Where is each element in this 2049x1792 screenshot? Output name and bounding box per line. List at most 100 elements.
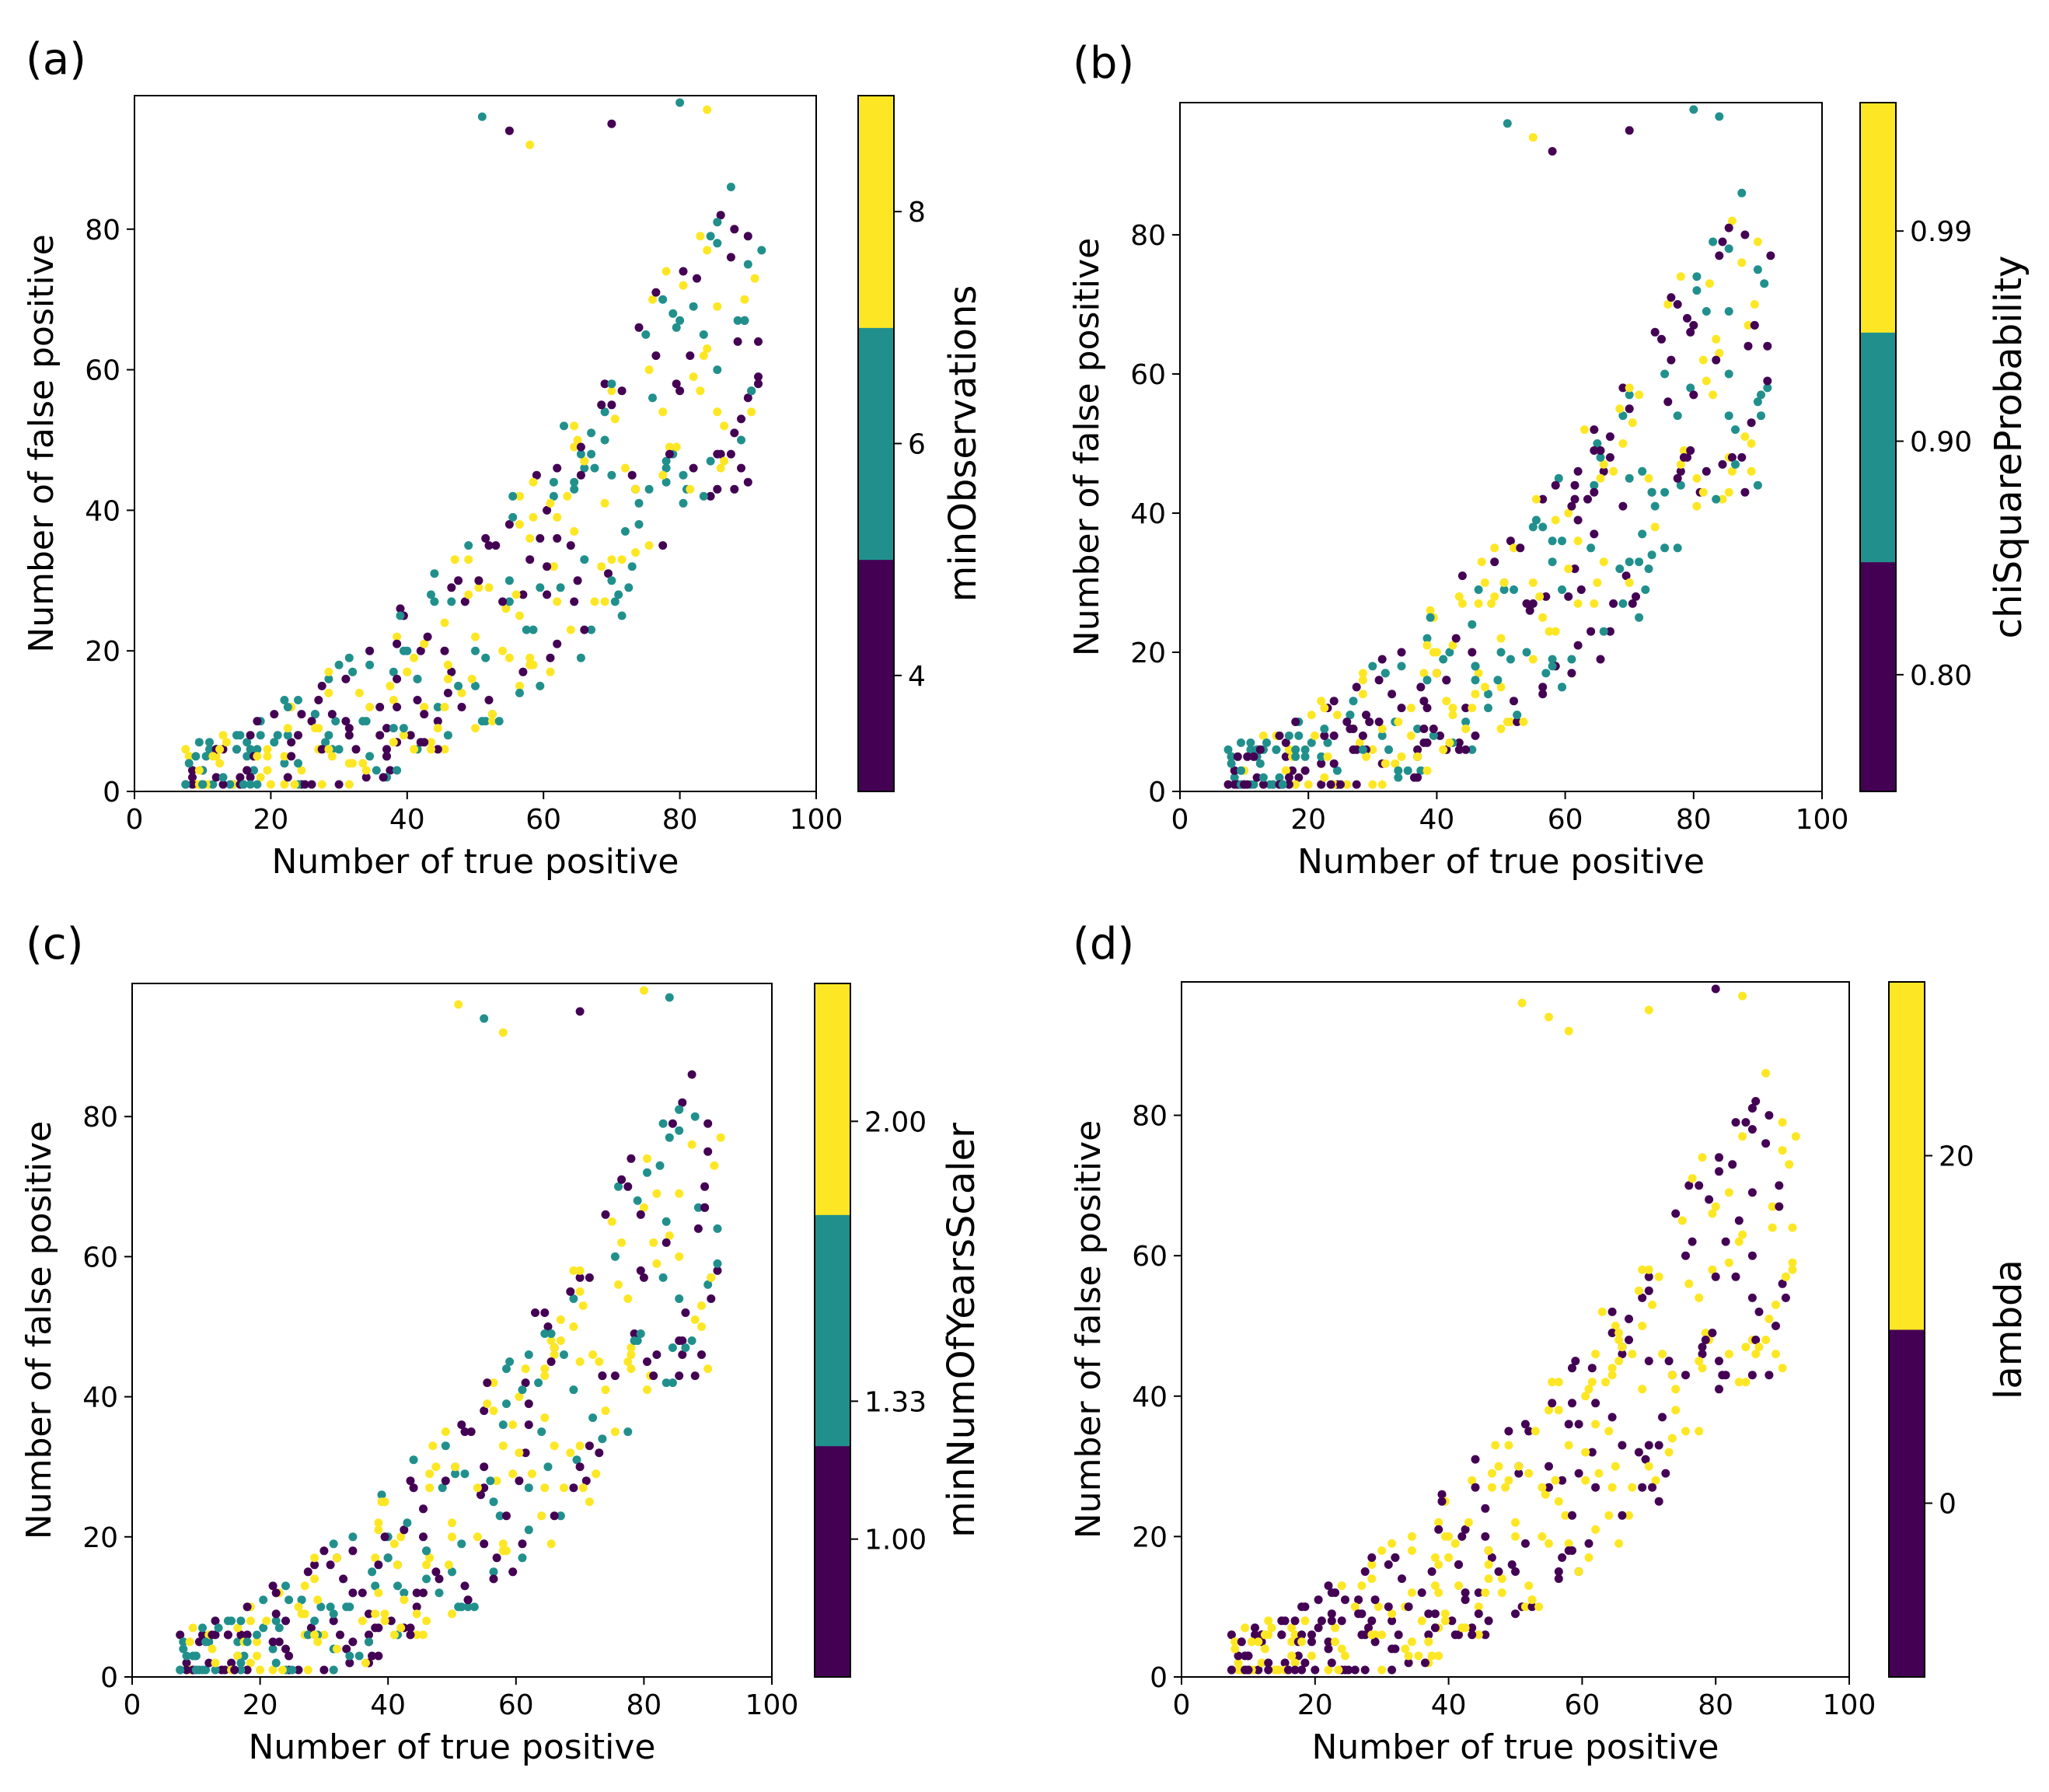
- data-point: [1751, 1097, 1761, 1106]
- data-point: [1293, 1651, 1303, 1661]
- data-point: [1671, 1209, 1681, 1218]
- data-point: [1658, 1350, 1667, 1359]
- data-point: [1538, 522, 1548, 532]
- data-point: [327, 710, 337, 719]
- data-point: [1434, 1651, 1443, 1661]
- data-point: [1677, 1216, 1687, 1225]
- data-point: [1281, 766, 1290, 775]
- data-point: [658, 470, 668, 480]
- data-point: [1591, 1350, 1600, 1359]
- data-point: [550, 1343, 559, 1352]
- colorbar-segment: [815, 1445, 850, 1678]
- data-point: [661, 1217, 671, 1226]
- data-point: [451, 1469, 460, 1479]
- data-point: [1368, 780, 1377, 789]
- data-point: [553, 639, 562, 648]
- data-point: [1673, 300, 1682, 309]
- data-point: [1314, 1623, 1323, 1633]
- plot-frame: [134, 95, 817, 792]
- data-point: [1424, 1637, 1433, 1647]
- data-point: [1545, 627, 1554, 636]
- data-point: [543, 1462, 553, 1472]
- data-point: [1434, 1560, 1443, 1569]
- data-point: [1327, 1609, 1336, 1619]
- data-point: [713, 302, 722, 311]
- data-point: [572, 1455, 581, 1465]
- data-point: [508, 1420, 518, 1430]
- data-point: [1377, 1665, 1387, 1675]
- data-point: [474, 583, 483, 592]
- data-point: [198, 780, 208, 789]
- y-tick-label: 0: [1148, 777, 1166, 809]
- data-point: [1554, 473, 1563, 483]
- data-point: [1519, 718, 1528, 726]
- data-point: [348, 759, 358, 768]
- data-point: [1551, 515, 1560, 525]
- data-point: [1334, 1665, 1343, 1675]
- data-point: [1272, 745, 1281, 754]
- data-point: [543, 590, 552, 599]
- data-point: [536, 534, 545, 543]
- data-point: [480, 1406, 489, 1416]
- data-point: [284, 1595, 294, 1605]
- data-point: [1701, 1329, 1710, 1337]
- data-point: [1638, 529, 1647, 539]
- data-point: [423, 632, 432, 641]
- data-point: [525, 660, 535, 669]
- data-point: [443, 688, 452, 697]
- data-point: [617, 611, 627, 620]
- data-point: [1614, 1329, 1624, 1337]
- data-point: [419, 1504, 428, 1514]
- data-point: [651, 288, 661, 297]
- data-point: [1474, 1602, 1483, 1612]
- data-point: [243, 1630, 252, 1640]
- data-point: [1381, 669, 1390, 678]
- data-point: [1304, 780, 1313, 789]
- data-point: [1230, 766, 1239, 775]
- data-point: [1545, 1406, 1553, 1415]
- data-point: [314, 696, 323, 704]
- data-point: [504, 126, 514, 135]
- colorbar-tick-label: 0.90: [1910, 426, 1972, 458]
- plot-frame: [1181, 981, 1850, 1678]
- data-point: [693, 1203, 703, 1212]
- data-point: [690, 1315, 700, 1324]
- data-point: [1765, 1111, 1774, 1120]
- data-point: [447, 597, 456, 606]
- data-point: [1740, 487, 1750, 497]
- data-point: [441, 1427, 450, 1437]
- data-point: [620, 527, 630, 536]
- data-point: [393, 703, 402, 711]
- data-point: [300, 1581, 309, 1591]
- data-point: [205, 745, 214, 754]
- data-point: [469, 1602, 479, 1612]
- data-point: [570, 477, 579, 487]
- data-point: [675, 1294, 684, 1303]
- data-point: [271, 1588, 281, 1598]
- data-point: [1528, 578, 1538, 587]
- data-point: [1554, 1378, 1563, 1387]
- data-point: [1329, 759, 1339, 768]
- data-point: [1548, 662, 1557, 671]
- colorbar-segment: [1889, 982, 1925, 1330]
- data-point: [1327, 1588, 1336, 1598]
- data-point: [400, 1588, 409, 1598]
- data-point: [1341, 1595, 1349, 1605]
- data-point: [1307, 1630, 1316, 1640]
- data-point: [1692, 286, 1702, 295]
- data-point: [487, 717, 497, 726]
- data-point: [1419, 669, 1429, 678]
- data-point: [1362, 711, 1370, 720]
- panel-label: (a): [26, 34, 86, 85]
- data-point: [218, 780, 228, 789]
- data-point: [726, 449, 735, 459]
- data-point: [1422, 766, 1432, 775]
- data-point: [1614, 1336, 1624, 1344]
- y-tick-label: 0: [103, 777, 120, 809]
- data-point: [703, 105, 712, 114]
- data-point: [233, 1637, 243, 1647]
- x-axis-label: Number of true positive: [1311, 1727, 1719, 1767]
- data-point: [502, 1399, 511, 1409]
- data-point: [1506, 536, 1515, 546]
- data-point: [1587, 1448, 1597, 1457]
